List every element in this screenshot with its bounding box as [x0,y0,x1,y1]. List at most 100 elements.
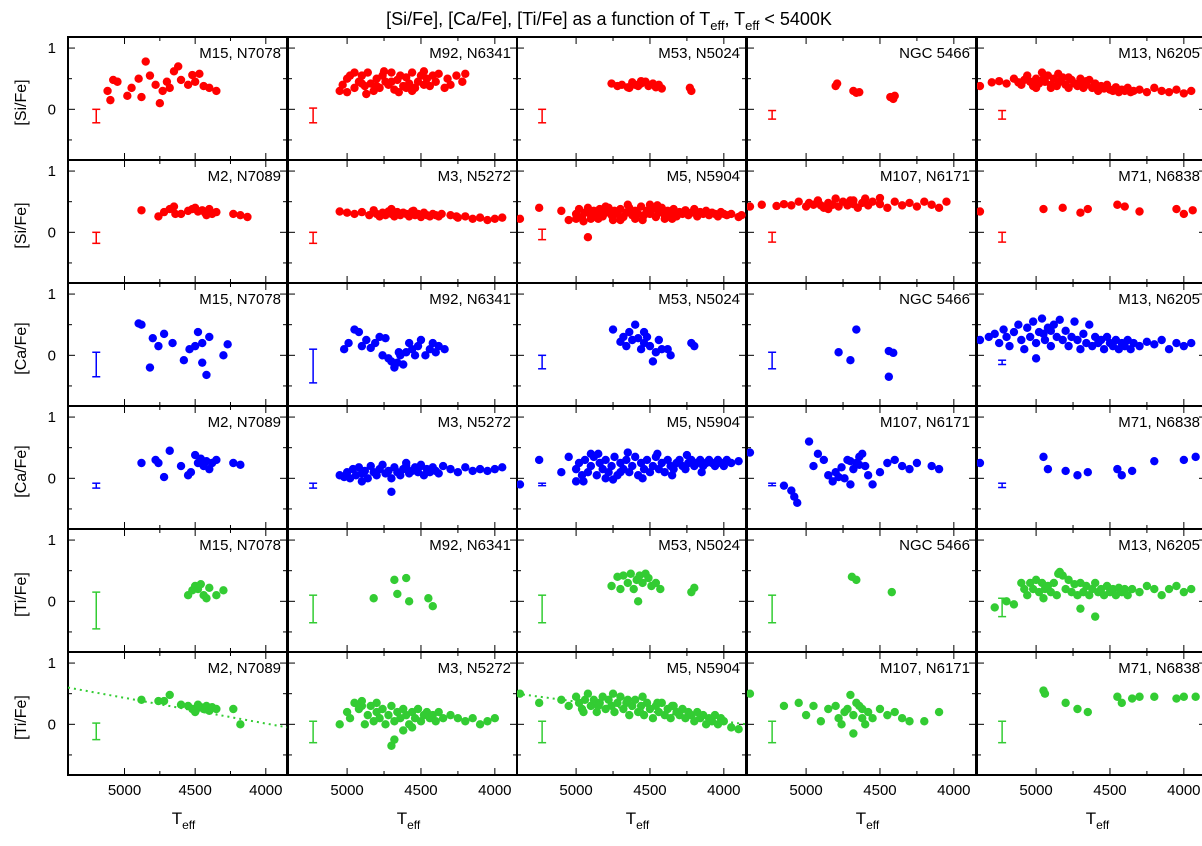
data-point [428,602,437,611]
data-point [794,197,803,206]
data-point [607,461,616,471]
data-point [1090,578,1100,588]
data-point [619,571,628,580]
data-point [1142,87,1152,97]
data-point [1187,338,1196,348]
data-point [1135,587,1144,597]
data-point [363,710,372,720]
data-point [1005,341,1014,351]
panel-title: NGC 5466 [899,291,970,308]
figure-title-subscript: eff [710,18,725,33]
data-point [1043,464,1053,474]
data-point [350,698,359,708]
data-point [186,467,196,477]
data-point [212,86,221,96]
data-point [920,197,929,206]
data-point [628,461,637,471]
data-point [824,204,833,214]
data-point [594,449,603,459]
panel-2-4: M13, N6205 [976,282,1202,407]
data-point [1135,207,1144,216]
data-point [1073,335,1082,345]
data-point [837,720,846,729]
data-point [667,701,677,711]
data-point [1142,581,1152,591]
x-tick-label: 4000 [707,782,740,799]
panel-3-0: M2, N7089 1 0 [Ca/Fe] [13,405,288,530]
data-point [154,458,163,468]
data-point [622,341,631,351]
panel-title: M107, N6171 [880,414,970,431]
data-point [198,358,207,367]
data-point [517,214,525,224]
data-point [638,578,647,588]
data-point [747,448,755,457]
plot-area [768,79,899,120]
data-point [651,578,661,588]
data-point [884,372,894,381]
data-point [557,467,566,477]
data-point [1046,83,1056,93]
panel-title: M2, N7089 [208,168,281,185]
data-point [1150,692,1159,701]
data-point [819,455,829,465]
data-point [607,581,616,591]
data-point [446,710,455,720]
data-point [625,83,634,93]
data-point [623,578,633,588]
y-tick-label: 1 [48,40,56,57]
data-point [942,197,951,206]
data-point [1157,335,1166,345]
panel-title: M53, N5024 [658,291,740,308]
data-point [772,201,781,211]
data-point [243,212,252,222]
data-point [369,594,378,603]
data-point [905,717,914,726]
data-point [193,327,203,337]
data-point [977,81,985,91]
data-point [846,480,855,489]
data-point [360,720,370,729]
panel-3-1: M3, N5272 [287,405,518,530]
data-point [165,446,174,455]
data-point [868,197,877,206]
data-point [393,589,402,599]
data-point [176,461,186,471]
data-point [453,713,463,723]
data-point [1135,692,1144,701]
data-point [1023,323,1032,332]
data-point [571,477,581,486]
data-point [378,704,387,714]
data-point [155,98,165,108]
data-point [372,698,381,708]
data-point [690,341,699,351]
data-point [616,584,625,594]
data-point [564,452,573,462]
data-point [1055,315,1064,324]
data-point [656,584,665,594]
data-point [623,448,633,457]
data-point [832,79,842,88]
data-point [1039,204,1048,214]
plot-area [92,579,228,630]
data-point [407,68,417,77]
data-point [592,471,601,480]
y-tick-label: 0 [48,470,56,487]
data-point [1164,344,1174,354]
panel-1-2: M5, N5904 [516,159,747,284]
data-point [824,704,833,714]
panel-title: NGC 5466 [899,537,970,554]
data-point [610,452,619,462]
panel-1-0: M2, N7089 1 0 [Si/Fe] [13,159,288,284]
panel-2-0: M15, N7078 1 0 [Ca/Fe] [13,282,288,407]
data-point [619,332,628,342]
data-point [905,464,914,474]
data-point [564,215,573,225]
data-point [1031,354,1041,363]
data-point [934,707,944,717]
data-point [453,213,463,222]
data-point [639,327,649,337]
data-point [190,77,200,86]
data-point [219,586,228,595]
data-point [1117,471,1126,480]
